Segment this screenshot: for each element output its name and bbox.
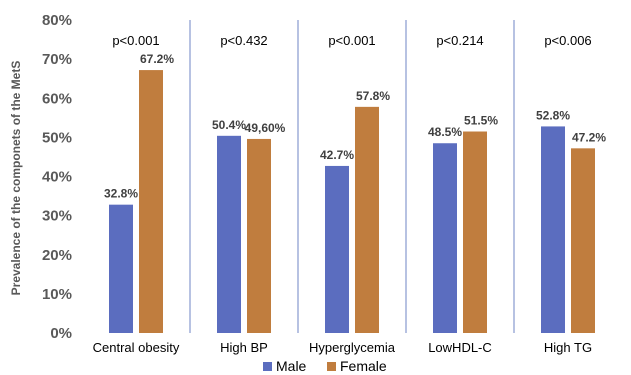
data-label: 32.8% bbox=[104, 187, 138, 201]
data-labels: 32.8% 67.2% 50.4%49,60% 42.7% 57.8% 48.5%51.5… bbox=[104, 52, 606, 201]
legend-label: Female bbox=[340, 358, 387, 374]
data-label: 48.5% bbox=[428, 125, 462, 139]
p-value-label: p<0.006 bbox=[544, 33, 591, 48]
bar-female bbox=[463, 131, 487, 333]
bars bbox=[109, 70, 595, 333]
y-tick-label: 30% bbox=[42, 208, 72, 225]
data-label: 52.8% bbox=[536, 108, 570, 122]
x-axis: Central obesity High BP Hyperglycemia LowHD… bbox=[93, 340, 592, 355]
category-label: Central obesity bbox=[93, 340, 180, 355]
y-tick-label: 60% bbox=[42, 90, 72, 107]
p-value-labels: p<0.001 p<0.432 p<0.001 p<0.214 p<0.006 bbox=[112, 33, 591, 48]
bar-female bbox=[247, 138, 271, 333]
bar-male bbox=[325, 165, 349, 333]
p-value-label: p<0.214 bbox=[436, 33, 483, 48]
y-tick-label: 80% bbox=[42, 12, 72, 29]
data-label: 42.7% bbox=[320, 148, 354, 162]
y-tick-label: 50% bbox=[42, 129, 72, 146]
data-label: 49,60% bbox=[245, 121, 286, 135]
data-label: 67.2% bbox=[140, 52, 174, 66]
legend: Male Female bbox=[263, 358, 387, 374]
category-separators bbox=[189, 20, 515, 333]
category-label: Hyperglycemia bbox=[309, 340, 396, 355]
y-tick-label: 20% bbox=[42, 247, 72, 264]
legend-swatch-male bbox=[263, 362, 272, 371]
y-tick-label: 40% bbox=[42, 169, 72, 186]
category-label: High TG bbox=[544, 340, 592, 355]
data-label: 51.5% bbox=[464, 114, 498, 128]
bar-male bbox=[109, 204, 133, 333]
y-tick-label: 0% bbox=[50, 325, 72, 342]
y-axis-title: Prevalence of the componets of the MetS bbox=[9, 61, 23, 296]
bar-male bbox=[433, 143, 457, 333]
y-tick-label: 70% bbox=[42, 51, 72, 68]
p-value-label: p<0.001 bbox=[328, 33, 375, 48]
legend-label: Male bbox=[276, 358, 307, 374]
bar-male bbox=[541, 126, 565, 333]
bar-female bbox=[139, 70, 163, 333]
category-label: High BP bbox=[220, 340, 268, 355]
p-value-label: p<0.001 bbox=[112, 33, 159, 48]
bar-male bbox=[217, 135, 241, 333]
bar-female bbox=[571, 148, 595, 333]
p-value-label: p<0.432 bbox=[220, 33, 267, 48]
legend-swatch-female bbox=[327, 362, 336, 371]
data-label: 47.2% bbox=[572, 130, 606, 144]
bar-female bbox=[355, 106, 379, 333]
y-tick-label: 10% bbox=[42, 286, 72, 303]
data-label: 57.8% bbox=[356, 89, 390, 103]
y-axis: 0% 10% 20% 30% 40% 50% 60% 70% 80% bbox=[42, 12, 72, 342]
category-label: LowHDL-C bbox=[428, 340, 492, 355]
data-label: 50.4% bbox=[212, 118, 246, 132]
